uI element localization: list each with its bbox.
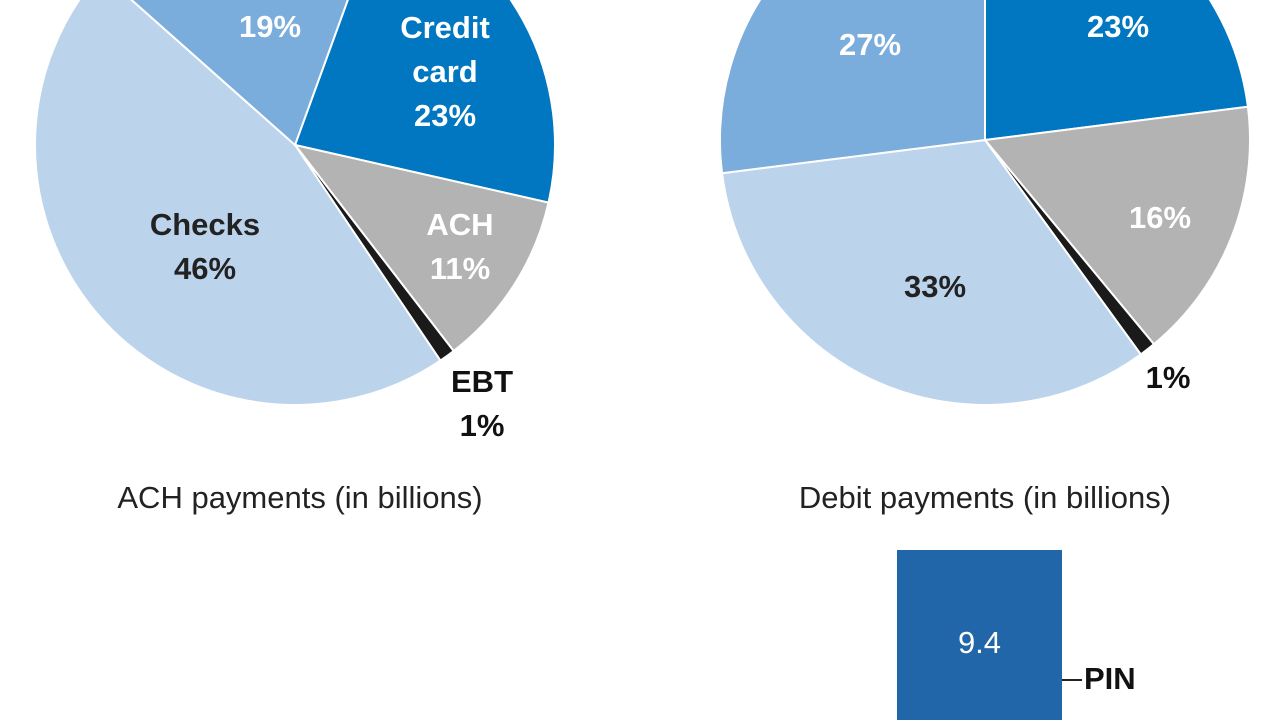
pie-slice bbox=[130, 0, 349, 147]
slice-value: 23% bbox=[413, 98, 477, 133]
slice-value: 16% bbox=[1128, 200, 1192, 235]
slice-label: EBT 1% bbox=[407, 360, 557, 448]
pie-slice bbox=[984, 0, 1250, 142]
bar bbox=[897, 550, 1062, 720]
slice-label: 1% bbox=[1093, 356, 1243, 400]
slice-label: 23% bbox=[1043, 5, 1193, 49]
pie-slice bbox=[983, 105, 1251, 346]
slice-label: 19% bbox=[195, 5, 345, 49]
chart-caption: Debit payments (in billions) bbox=[798, 480, 1172, 515]
pie-slice bbox=[292, 143, 550, 353]
pie-slice bbox=[720, 138, 1143, 406]
slice-value: 27% bbox=[838, 27, 902, 62]
slice-label: Checks 46% bbox=[130, 203, 280, 291]
slice-name: Checks bbox=[149, 207, 261, 242]
chart-caption: ACH payments (in billions) bbox=[117, 480, 483, 515]
slice-label: 33% bbox=[860, 265, 1010, 309]
slice-value: 11% bbox=[429, 251, 491, 286]
pie-slice bbox=[719, 0, 986, 175]
bar-value-label: 9.4 bbox=[958, 625, 1001, 660]
slice-name: EBT bbox=[451, 364, 513, 399]
slice-value: 19% bbox=[238, 9, 302, 44]
slice-value: 33% bbox=[903, 269, 967, 304]
slice-label: Credit card 23% bbox=[370, 6, 520, 138]
slice-label: ACH 11% bbox=[385, 203, 535, 291]
pie-slice bbox=[293, 0, 556, 204]
slice-name: ACH bbox=[426, 207, 494, 242]
pie-slice bbox=[34, 0, 442, 406]
slice-name: Credit card bbox=[400, 10, 490, 89]
slice-value: 1% bbox=[1145, 360, 1191, 395]
slice-label: 27% bbox=[795, 23, 945, 67]
slice-value: 23% bbox=[1086, 9, 1150, 44]
bar-category-label: PIN bbox=[1084, 661, 1136, 696]
slice-value: 1% bbox=[459, 408, 505, 443]
slice-label: 16% bbox=[1085, 196, 1235, 240]
slice-value: 46% bbox=[173, 251, 237, 286]
